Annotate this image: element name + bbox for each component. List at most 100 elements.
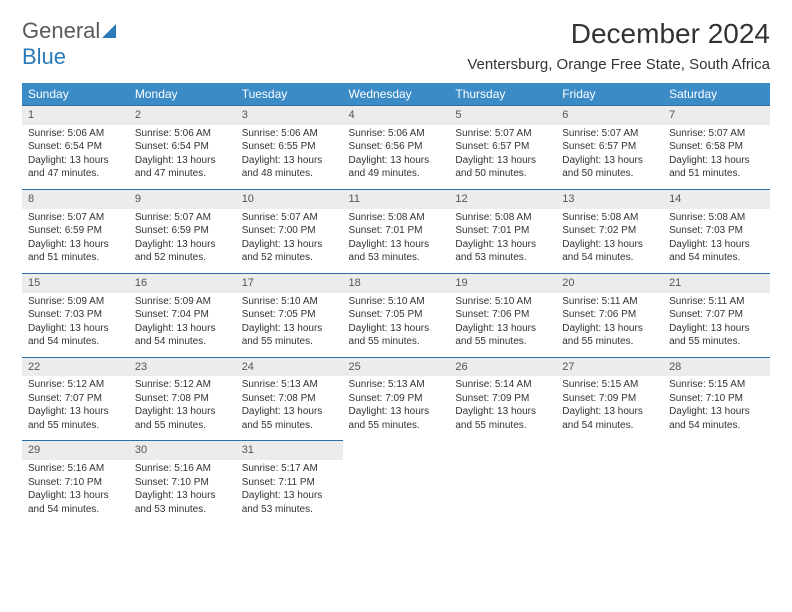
calendar-day-cell: 20Sunrise: 5:11 AMSunset: 7:06 PMDayligh… xyxy=(556,273,663,357)
daylight-text: Daylight: 13 hours and 54 minutes. xyxy=(135,322,230,349)
day-details: Sunrise: 5:10 AMSunset: 7:05 PMDaylight:… xyxy=(343,293,450,357)
sunrise-text: Sunrise: 5:10 AM xyxy=(242,295,337,309)
month-title: December 2024 xyxy=(467,18,770,50)
daylight-text: Daylight: 13 hours and 54 minutes. xyxy=(28,322,123,349)
calendar-day-cell: 6Sunrise: 5:07 AMSunset: 6:57 PMDaylight… xyxy=(556,106,663,190)
day-details: Sunrise: 5:12 AMSunset: 7:07 PMDaylight:… xyxy=(22,376,129,440)
sunrise-text: Sunrise: 5:07 AM xyxy=(28,211,123,225)
sunset-text: Sunset: 7:08 PM xyxy=(135,392,230,406)
daylight-text: Daylight: 13 hours and 47 minutes. xyxy=(135,154,230,181)
daylight-text: Daylight: 13 hours and 48 minutes. xyxy=(242,154,337,181)
day-number: 8 xyxy=(22,190,129,209)
sunrise-text: Sunrise: 5:16 AM xyxy=(28,462,123,476)
sunset-text: Sunset: 7:09 PM xyxy=(562,392,657,406)
day-details: Sunrise: 5:07 AMSunset: 6:59 PMDaylight:… xyxy=(129,209,236,273)
daylight-text: Daylight: 13 hours and 51 minutes. xyxy=(669,154,764,181)
sunset-text: Sunset: 6:59 PM xyxy=(135,224,230,238)
day-number: 16 xyxy=(129,274,236,293)
day-details: Sunrise: 5:12 AMSunset: 7:08 PMDaylight:… xyxy=(129,376,236,440)
daylight-text: Daylight: 13 hours and 55 minutes. xyxy=(562,322,657,349)
sunset-text: Sunset: 7:07 PM xyxy=(28,392,123,406)
calendar-day-cell: 19Sunrise: 5:10 AMSunset: 7:06 PMDayligh… xyxy=(449,273,556,357)
sunrise-text: Sunrise: 5:11 AM xyxy=(562,295,657,309)
calendar-day-cell: 30Sunrise: 5:16 AMSunset: 7:10 PMDayligh… xyxy=(129,441,236,524)
calendar-week-row: 8Sunrise: 5:07 AMSunset: 6:59 PMDaylight… xyxy=(22,189,770,273)
sunrise-text: Sunrise: 5:08 AM xyxy=(562,211,657,225)
day-number: 31 xyxy=(236,441,343,460)
day-number: 12 xyxy=(449,190,556,209)
daylight-text: Daylight: 13 hours and 55 minutes. xyxy=(669,322,764,349)
calendar-week-row: 22Sunrise: 5:12 AMSunset: 7:07 PMDayligh… xyxy=(22,357,770,441)
weekday-header: Thursday xyxy=(449,83,556,106)
daylight-text: Daylight: 13 hours and 54 minutes. xyxy=(562,405,657,432)
sunset-text: Sunset: 7:05 PM xyxy=(242,308,337,322)
sunset-text: Sunset: 7:01 PM xyxy=(455,224,550,238)
day-details: Sunrise: 5:09 AMSunset: 7:04 PMDaylight:… xyxy=(129,293,236,357)
calendar-day-cell: 4Sunrise: 5:06 AMSunset: 6:56 PMDaylight… xyxy=(343,106,450,190)
day-number: 30 xyxy=(129,441,236,460)
sunrise-text: Sunrise: 5:14 AM xyxy=(455,378,550,392)
logo-sail-icon xyxy=(102,18,120,44)
calendar-day-cell xyxy=(449,441,556,524)
day-number: 10 xyxy=(236,190,343,209)
weekday-header: Saturday xyxy=(663,83,770,106)
calendar-day-cell: 9Sunrise: 5:07 AMSunset: 6:59 PMDaylight… xyxy=(129,189,236,273)
sunrise-text: Sunrise: 5:10 AM xyxy=(455,295,550,309)
sunrise-text: Sunrise: 5:08 AM xyxy=(669,211,764,225)
weekday-header: Friday xyxy=(556,83,663,106)
sunrise-text: Sunrise: 5:06 AM xyxy=(349,127,444,141)
calendar-table: SundayMondayTuesdayWednesdayThursdayFrid… xyxy=(22,83,770,524)
day-details: Sunrise: 5:17 AMSunset: 7:11 PMDaylight:… xyxy=(236,460,343,524)
day-number: 9 xyxy=(129,190,236,209)
day-details: Sunrise: 5:07 AMSunset: 7:00 PMDaylight:… xyxy=(236,209,343,273)
daylight-text: Daylight: 13 hours and 54 minutes. xyxy=(28,489,123,516)
daylight-text: Daylight: 13 hours and 50 minutes. xyxy=(562,154,657,181)
day-number: 2 xyxy=(129,106,236,125)
sunrise-text: Sunrise: 5:07 AM xyxy=(562,127,657,141)
calendar-day-cell: 5Sunrise: 5:07 AMSunset: 6:57 PMDaylight… xyxy=(449,106,556,190)
sunset-text: Sunset: 7:10 PM xyxy=(669,392,764,406)
calendar-day-cell: 8Sunrise: 5:07 AMSunset: 6:59 PMDaylight… xyxy=(22,189,129,273)
sunset-text: Sunset: 6:58 PM xyxy=(669,140,764,154)
day-number: 28 xyxy=(663,358,770,377)
sunset-text: Sunset: 6:57 PM xyxy=(562,140,657,154)
sunrise-text: Sunrise: 5:16 AM xyxy=(135,462,230,476)
sunset-text: Sunset: 7:11 PM xyxy=(242,476,337,490)
daylight-text: Daylight: 13 hours and 54 minutes. xyxy=(669,405,764,432)
calendar-day-cell: 31Sunrise: 5:17 AMSunset: 7:11 PMDayligh… xyxy=(236,441,343,524)
calendar-day-cell: 3Sunrise: 5:06 AMSunset: 6:55 PMDaylight… xyxy=(236,106,343,190)
sunset-text: Sunset: 7:07 PM xyxy=(669,308,764,322)
day-number: 21 xyxy=(663,274,770,293)
day-number: 5 xyxy=(449,106,556,125)
sunset-text: Sunset: 7:02 PM xyxy=(562,224,657,238)
day-details: Sunrise: 5:08 AMSunset: 7:01 PMDaylight:… xyxy=(343,209,450,273)
day-details: Sunrise: 5:09 AMSunset: 7:03 PMDaylight:… xyxy=(22,293,129,357)
calendar-day-cell: 26Sunrise: 5:14 AMSunset: 7:09 PMDayligh… xyxy=(449,357,556,441)
sunrise-text: Sunrise: 5:08 AM xyxy=(455,211,550,225)
sunset-text: Sunset: 6:54 PM xyxy=(28,140,123,154)
daylight-text: Daylight: 13 hours and 52 minutes. xyxy=(135,238,230,265)
calendar-day-cell: 24Sunrise: 5:13 AMSunset: 7:08 PMDayligh… xyxy=(236,357,343,441)
location: Ventersburg, Orange Free State, South Af… xyxy=(467,56,770,73)
daylight-text: Daylight: 13 hours and 53 minutes. xyxy=(455,238,550,265)
day-number: 24 xyxy=(236,358,343,377)
sunset-text: Sunset: 6:57 PM xyxy=(455,140,550,154)
sunrise-text: Sunrise: 5:06 AM xyxy=(135,127,230,141)
sunrise-text: Sunrise: 5:08 AM xyxy=(349,211,444,225)
sunrise-text: Sunrise: 5:15 AM xyxy=(669,378,764,392)
day-number: 1 xyxy=(22,106,129,125)
daylight-text: Daylight: 13 hours and 54 minutes. xyxy=(669,238,764,265)
logo-text: General Blue xyxy=(22,18,120,70)
day-details: Sunrise: 5:07 AMSunset: 6:57 PMDaylight:… xyxy=(556,125,663,189)
weekday-header-row: SundayMondayTuesdayWednesdayThursdayFrid… xyxy=(22,83,770,106)
logo-line1: General xyxy=(22,18,100,43)
sunrise-text: Sunrise: 5:09 AM xyxy=(135,295,230,309)
daylight-text: Daylight: 13 hours and 55 minutes. xyxy=(28,405,123,432)
day-details: Sunrise: 5:15 AMSunset: 7:10 PMDaylight:… xyxy=(663,376,770,440)
sunrise-text: Sunrise: 5:07 AM xyxy=(669,127,764,141)
day-details: Sunrise: 5:06 AMSunset: 6:56 PMDaylight:… xyxy=(343,125,450,189)
day-details: Sunrise: 5:16 AMSunset: 7:10 PMDaylight:… xyxy=(129,460,236,524)
day-details: Sunrise: 5:07 AMSunset: 6:58 PMDaylight:… xyxy=(663,125,770,189)
sunset-text: Sunset: 7:09 PM xyxy=(349,392,444,406)
daylight-text: Daylight: 13 hours and 55 minutes. xyxy=(349,405,444,432)
